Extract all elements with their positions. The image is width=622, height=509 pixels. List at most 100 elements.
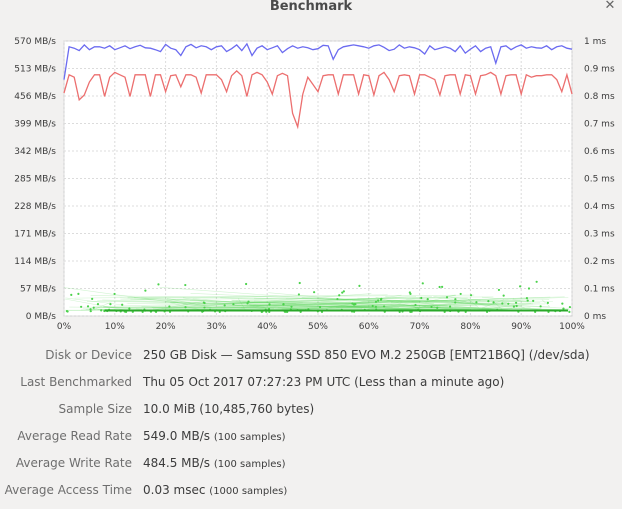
y-right-tick-label: 0.1 ms — [584, 285, 615, 295]
y-right-tick-label: 0.2 ms — [584, 257, 615, 267]
access-time-point — [89, 308, 92, 311]
access-time-point — [526, 299, 529, 302]
access-time-line — [87, 301, 179, 303]
access-time-point — [371, 304, 374, 308]
access-time-point — [109, 303, 112, 306]
access-time-line — [237, 298, 247, 311]
access-time-point — [438, 285, 441, 289]
access-time-line — [102, 299, 400, 308]
access-time-line — [91, 301, 112, 311]
access-time-line — [152, 303, 546, 310]
last-benchmarked-label: Last Benchmarked — [20, 375, 132, 389]
x-tick-label: 30% — [206, 322, 226, 332]
access-time-point — [535, 280, 538, 283]
access-time-line — [423, 306, 542, 309]
access-time-point — [184, 283, 187, 287]
write-rate-line — [63, 70, 573, 130]
info-row-access-time: Average Access Time 0.03 msec (1000 samp… — [0, 483, 622, 503]
access-time-line — [382, 302, 477, 311]
access-time-point — [184, 306, 187, 309]
access-time-point — [441, 285, 444, 288]
x-tick-label: 100% — [559, 322, 585, 332]
access-time-point — [338, 294, 341, 297]
access-time-line — [161, 293, 372, 309]
access-time-point — [128, 307, 131, 310]
access-time-line — [64, 298, 128, 311]
access-time-point — [539, 305, 542, 308]
access-time-point — [532, 299, 535, 302]
access-time-line — [301, 297, 434, 304]
x-tick-label: 10% — [105, 322, 125, 332]
access-time-point — [448, 305, 452, 308]
access-time-point — [246, 302, 249, 305]
access-time-line — [69, 306, 451, 310]
window-title: Benchmark — [269, 0, 353, 14]
x-tick-label: 20% — [156, 322, 176, 332]
x-tick-label: 50% — [308, 322, 328, 332]
read-rate-line — [63, 42, 573, 80]
access-time-line — [414, 301, 467, 309]
access-time-line — [231, 304, 363, 309]
access-time-line — [390, 304, 569, 311]
access-time-line — [281, 302, 541, 310]
access-time-point — [568, 305, 572, 309]
access-time-line — [253, 298, 528, 307]
access-time-line — [349, 305, 449, 307]
access-time-point — [475, 301, 478, 304]
access-time-point — [377, 299, 380, 302]
access-time-point — [113, 292, 116, 296]
y-left-tick-label: 0 MB/s — [26, 312, 57, 322]
access-time-line — [406, 299, 569, 309]
read-rate-label: Average Read Rate — [17, 429, 132, 443]
access-time-line — [493, 301, 504, 311]
close-button[interactable]: ✕ — [604, 0, 616, 13]
access-time-point — [374, 305, 378, 308]
access-time-line — [336, 302, 508, 308]
access-time-point — [445, 296, 449, 299]
access-time-line — [367, 301, 421, 310]
access-time-line — [82, 296, 432, 309]
access-time-point — [336, 297, 339, 301]
access-time-point — [408, 291, 411, 294]
access-time-line — [232, 304, 376, 308]
write-rate-value: 484.5 MB/s (100 samples) — [143, 456, 286, 470]
access-time-line — [215, 302, 446, 311]
access-time-point — [420, 296, 423, 300]
access-time-line — [182, 297, 275, 311]
access-time-line — [386, 300, 530, 302]
access-time-point — [66, 310, 69, 313]
access-time-line — [63, 287, 211, 308]
access-time-line — [240, 303, 317, 308]
y-left-tick-label: 114 MB/s — [14, 257, 56, 267]
access-time-line — [286, 296, 551, 307]
access-time-line — [135, 307, 309, 309]
access-time-line — [170, 302, 200, 310]
access-time-point — [168, 305, 171, 308]
read-rate-value: 549.0 MB/s (100 samples) — [143, 429, 286, 443]
disk-label: Disk or Device — [45, 348, 132, 362]
access-time-line — [242, 301, 515, 307]
access-time-point — [527, 287, 531, 290]
access-time-line — [481, 296, 527, 302]
access-time-line — [481, 299, 505, 309]
access-time-point — [313, 291, 316, 294]
access-time-line — [541, 299, 551, 307]
access-time-point — [519, 285, 522, 288]
access-time-point — [514, 301, 518, 304]
x-tick-label: 70% — [410, 322, 430, 332]
access-time-line — [126, 300, 533, 304]
access-time-point — [245, 282, 248, 286]
access-time-line — [141, 306, 490, 310]
access-time-line — [220, 297, 510, 311]
access-time-line — [451, 301, 552, 311]
access-time-point — [80, 305, 83, 308]
access-time-line — [141, 294, 475, 299]
y-left-tick-label: 342 MB/s — [14, 147, 56, 157]
access-time-line — [170, 301, 323, 311]
access-time-point — [297, 293, 301, 296]
access-time-point — [414, 303, 417, 307]
access-time-line — [412, 304, 508, 310]
access-time-point — [268, 303, 271, 306]
access-time-line — [127, 297, 430, 311]
access-time-line — [192, 298, 298, 310]
